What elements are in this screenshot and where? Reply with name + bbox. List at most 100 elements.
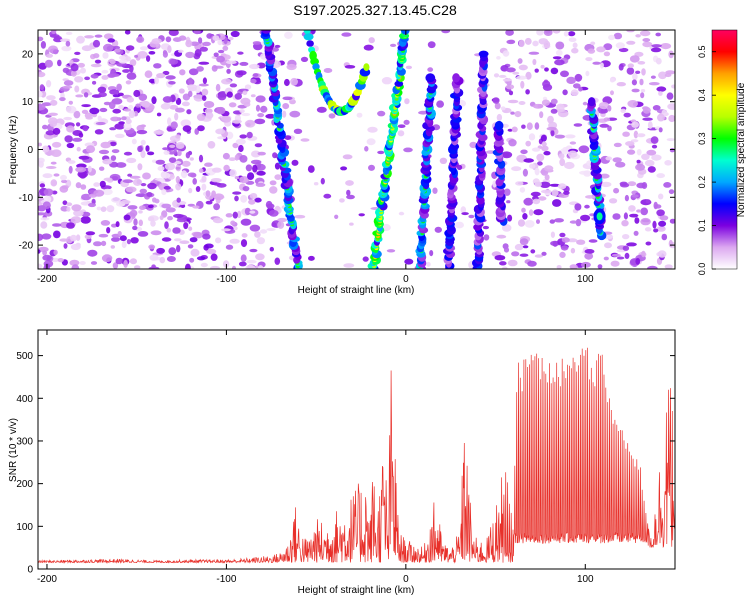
spectrogram-speckle [179,240,190,244]
spectrogram-speckle [172,227,181,234]
spectrogram-speckle [38,233,44,241]
spectrogram-speckle [645,199,651,204]
spectrogram-speckle [42,201,51,209]
spectrogram-speckle [624,252,630,259]
spectrogram-speckle [648,82,660,86]
spectrogram-speckle [123,259,128,268]
spectrogram-speckle [38,192,41,197]
spectrogram-speckle [231,265,237,269]
spectrogram-speckle [269,180,277,186]
spectrogram-speckle [518,101,526,105]
spectrogram-speckle [343,263,355,268]
spectrogram-speckle [196,66,204,72]
spectrogram-speckle [140,139,146,146]
spectrogram-speckle [645,241,652,246]
spectrogram-speckle [654,204,662,209]
spectrogram-speckle [505,30,514,36]
snr-ytick-label: 500 [16,351,33,362]
spectrogram-speckle [630,139,639,143]
spectrogram-speckle [386,249,396,253]
spectrogram-speckle [519,238,529,246]
spectrogram-speckle [239,61,249,66]
spectrogram-speckle [561,237,570,243]
spectrogram-speckle [166,227,172,233]
spectrogram-speckle [66,206,71,212]
spectrogram-speckle [539,181,551,188]
spectrogram-speckle [168,81,176,85]
spectrogram-speckle [367,126,378,133]
spectrogram-speckle [128,104,134,110]
spectrogram-speckle [123,122,132,131]
spectrogram-speckle [75,94,84,98]
spectrogram-speckle [123,214,131,221]
spectrogram-speckle [294,214,306,219]
spectrogram-speckle [192,205,200,209]
spectrogram-speckle [626,242,637,247]
spectrogram-speckle [532,40,539,47]
spectrogram-speckle [174,112,179,121]
spectrogram-feature-spot [593,208,606,225]
spectrogram-speckle [163,150,170,155]
spectrogram-speckle [188,187,193,194]
spectrogram-speckle [528,133,536,141]
spectrogram-speckle [136,130,148,135]
spectrogram-speckle [640,89,646,93]
spectrogram-speckle [501,151,513,159]
spectrogram-speckle [153,63,162,69]
spectrogram-speckle [66,125,75,133]
spectrogram-speckle [492,97,500,104]
spectrogram-speckle [483,234,490,241]
spectrogram-speckle [76,146,81,152]
spectrogram-speckle [647,166,656,173]
spectrogram-speckle [139,46,149,51]
spectrogram-speckle [223,164,230,172]
spectrogram-speckle [138,210,143,214]
spectrogram-speckle [62,85,73,89]
spectrogram-speckle [642,106,651,114]
spectrogram-speckle [590,41,596,46]
spectrogram-speckle [609,78,615,83]
spectrogram-xlabel: Height of straight line (km) [298,285,415,296]
spectrogram-speckle [38,249,41,254]
spectrogram-speckle [635,258,641,265]
spectrogram-speckle [381,77,393,85]
spectrogram-speckle [40,221,48,229]
spectrogram-speckle [651,144,658,149]
spectrogram-speckle [45,166,57,169]
spectrogram-speckle [246,131,253,139]
spectrogram-speckle [629,55,640,63]
spectrogram-ytick-label: 20 [22,49,34,60]
spectrogram-speckle [62,200,68,205]
spectrogram-speckle [624,194,630,202]
spectrogram-speckle [108,73,120,78]
spectrogram-speckle [175,107,185,113]
spectrogram-speckle [559,158,566,167]
spectrogram-speckle [550,67,559,75]
spectrogram-speckle [300,56,309,63]
spectrogram-speckle [52,223,62,227]
spectrogram-speckle [284,135,292,141]
spectrogram-speckle [65,31,73,35]
spectrogram-speckle [669,218,675,224]
spectrogram-speckle [656,226,666,232]
spectrogram-speckle [259,229,268,234]
spectrogram-speckle [254,231,261,238]
spectrogram-speckle [269,246,274,252]
spectrogram-speckle [646,149,657,156]
spectrogram-speckle [658,71,667,80]
spectrogram-speckle [81,45,93,52]
spectrogram-speckle [110,245,116,249]
spectrogram-speckle [252,164,258,173]
spectrogram-speckle [53,230,61,239]
spectrogram-speckle [516,75,527,80]
spectrogram-speckle [84,76,90,81]
spectrogram-speckle [137,51,148,59]
spectrogram-speckle [541,145,549,152]
spectrogram-speckle [275,205,280,211]
spectrogram-speckle [40,217,50,221]
spectrogram-speckle [161,203,172,209]
spectrogram-speckle [651,44,662,48]
spectrogram-speckle [51,30,57,35]
spectrogram-speckle [70,216,82,224]
